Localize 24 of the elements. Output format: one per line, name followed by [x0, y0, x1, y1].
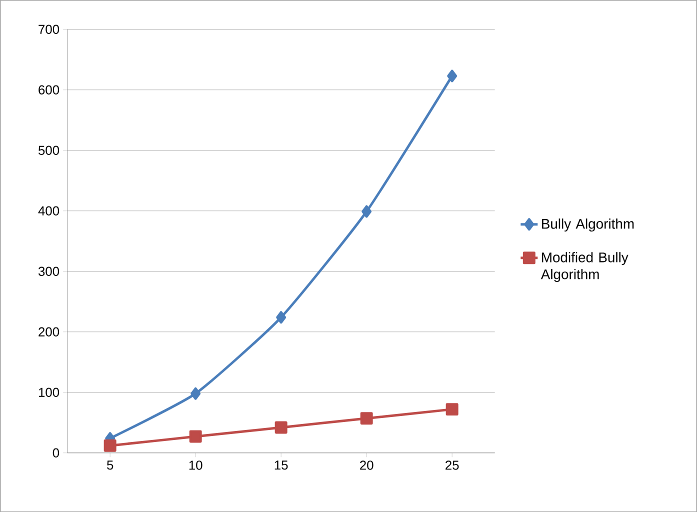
point — [362, 205, 372, 218]
point — [189, 430, 202, 443]
y-tick-label: 600 — [38, 85, 60, 94]
y-tick-label: 100 — [38, 388, 60, 397]
y-tick-label: 500 — [38, 146, 60, 155]
point — [104, 439, 116, 452]
point — [274, 421, 288, 434]
y-tick-label: 400 — [38, 206, 60, 216]
point — [190, 387, 201, 400]
x-tick-label: 25 — [446, 460, 459, 470]
point — [446, 402, 458, 416]
x-tick-label: 15 — [274, 460, 288, 470]
point — [360, 412, 373, 425]
legend-label: Bully Algorithm — [542, 218, 634, 232]
legend-label: Modified Bully Algorithm — [540, 252, 628, 282]
y-tick-label: 0 — [52, 448, 60, 458]
point — [276, 311, 286, 324]
point — [447, 70, 458, 82]
y-tick-label: 700 — [38, 24, 60, 34]
y-tick-label: 200 — [38, 327, 60, 336]
y-tick-label: 300 — [38, 266, 60, 276]
x-tick-label: 10 — [189, 460, 202, 470]
x-tick-label: 20 — [360, 460, 374, 470]
x-tick-label: 5 — [106, 460, 114, 470]
